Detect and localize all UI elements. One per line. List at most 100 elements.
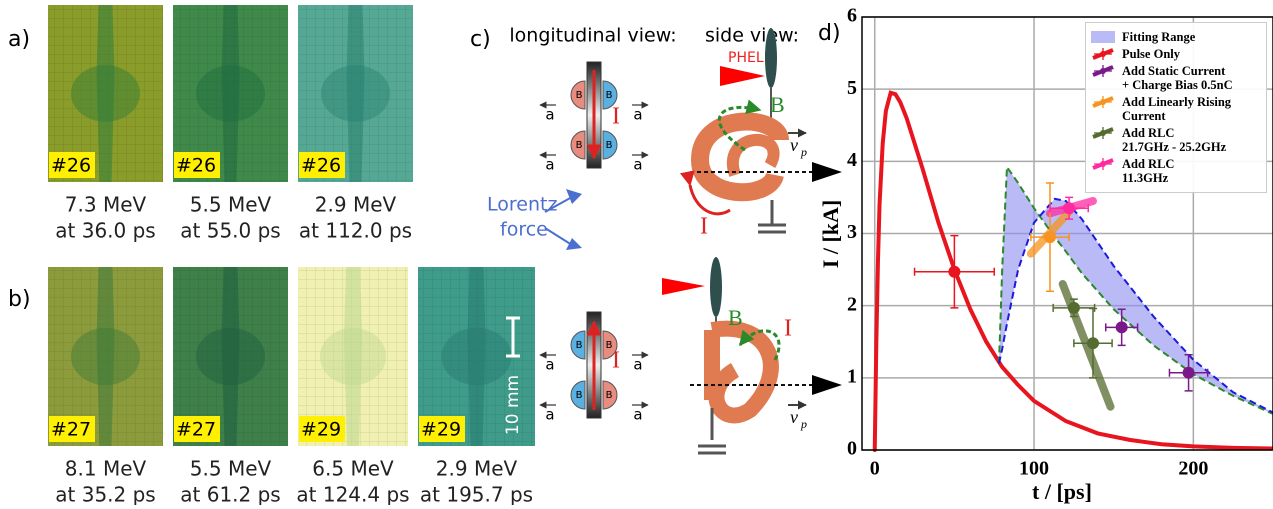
data-point bbox=[1086, 337, 1099, 350]
velocity-sub: p bbox=[800, 145, 807, 159]
accel-label: a bbox=[633, 156, 642, 174]
field-symbol: B bbox=[606, 390, 613, 401]
legend-swatch bbox=[1090, 47, 1116, 61]
field-symbol: B bbox=[606, 140, 613, 151]
half-circle bbox=[570, 130, 586, 160]
fit-range-boundary bbox=[998, 197, 1273, 414]
fit-range-area bbox=[999, 167, 1273, 414]
image-tag: #29 bbox=[301, 419, 341, 441]
diagram: c) longitudinal view: side view: Lorentz… bbox=[470, 25, 842, 455]
energy-label: 5.5 MeV bbox=[190, 457, 272, 481]
scale-label: 10 mm bbox=[503, 375, 523, 435]
view-title: side view: bbox=[705, 25, 799, 47]
image-tag: #29 bbox=[421, 419, 461, 441]
tag-box bbox=[299, 152, 345, 178]
field-label: B bbox=[728, 305, 743, 330]
legend-label: Add RLC 21.7GHz - 25.2GHz bbox=[1122, 126, 1227, 154]
accel-label: a bbox=[633, 406, 642, 424]
field-symbol: B bbox=[576, 90, 583, 101]
tag-box bbox=[49, 152, 95, 178]
y-tick-label: 3 bbox=[847, 221, 857, 243]
legend-entry: Add Static Current + Charge Bias 0.5nC bbox=[1090, 64, 1262, 92]
half-circle bbox=[570, 380, 586, 410]
legend-label: Fitting Range bbox=[1122, 30, 1196, 44]
legend-label: Add Linearly Rising Current bbox=[1122, 95, 1232, 123]
field-symbol: B bbox=[606, 90, 613, 101]
energy-label: 7.3 MeV bbox=[65, 193, 147, 217]
y-tick-label: 2 bbox=[847, 293, 857, 315]
half-circle bbox=[602, 380, 618, 410]
legend-swatch bbox=[1090, 30, 1116, 44]
energy-label: 2.9 MeV bbox=[436, 457, 518, 481]
data-point bbox=[948, 265, 961, 278]
image-tag: #26 bbox=[301, 155, 341, 177]
x-axis-label: t / [ps] bbox=[1032, 479, 1092, 504]
y-axis-label: I / [kA] bbox=[818, 200, 843, 268]
legend-entry: Add RLC 21.7GHz - 25.2GHz bbox=[1090, 126, 1262, 154]
plot-frame bbox=[861, 16, 1273, 451]
tag-box bbox=[299, 416, 345, 442]
current-label: I bbox=[700, 214, 708, 240]
data-point bbox=[1043, 231, 1056, 244]
current-label: I bbox=[612, 104, 620, 130]
panel-label: a) bbox=[8, 27, 30, 52]
accel-label: a bbox=[545, 406, 554, 424]
y-tick-label: 1 bbox=[847, 365, 857, 387]
y-tick-label: 5 bbox=[847, 77, 857, 99]
legend-entry: Pulse Only bbox=[1090, 47, 1262, 61]
energy-label: 6.5 MeV bbox=[312, 457, 394, 481]
force-label: Lorentz bbox=[487, 194, 557, 216]
view-title: longitudinal view: bbox=[509, 25, 676, 47]
legend-entry: Add Linearly Rising Current bbox=[1090, 95, 1262, 123]
time-label: at 195.7 ps bbox=[420, 483, 533, 506]
legend-swatch bbox=[1090, 64, 1116, 78]
data-point bbox=[1063, 202, 1076, 215]
half-circle bbox=[602, 80, 618, 110]
energy-label: 8.1 MeV bbox=[65, 457, 147, 481]
time-label: at 35.2 ps bbox=[55, 483, 155, 506]
image-tag: #26 bbox=[176, 155, 216, 177]
time-label: at 124.4 ps bbox=[296, 483, 409, 506]
panel-label: b) bbox=[8, 287, 31, 312]
legend-label: Pulse Only bbox=[1122, 47, 1180, 61]
current-label: I bbox=[612, 348, 620, 374]
tag-box bbox=[419, 416, 465, 442]
accel-label: a bbox=[545, 106, 554, 124]
y-tick-label: 6 bbox=[847, 5, 857, 27]
data-point bbox=[1067, 301, 1080, 314]
data-point bbox=[1115, 321, 1128, 334]
y-tick-label: 4 bbox=[847, 149, 857, 171]
image-tag: #26 bbox=[51, 155, 91, 177]
field-symbol: B bbox=[576, 390, 583, 401]
force-label: force bbox=[500, 219, 548, 241]
legend-entry: Fitting Range bbox=[1090, 30, 1262, 44]
data-point bbox=[1182, 366, 1195, 379]
legend-swatch bbox=[1090, 126, 1116, 140]
panel-label: d) bbox=[818, 21, 841, 46]
accel-label: a bbox=[545, 356, 554, 374]
legend-label: Add RLC 11.3GHz bbox=[1122, 157, 1175, 185]
panel-label: c) bbox=[470, 27, 491, 52]
half-circle bbox=[570, 330, 586, 360]
pulse-curve bbox=[872, 90, 1273, 452]
energy-label: 5.5 MeV bbox=[190, 193, 272, 217]
time-label: at 55.0 ps bbox=[180, 219, 280, 243]
velocity-label: v bbox=[790, 407, 798, 427]
tag-box bbox=[174, 416, 220, 442]
image-tag: #27 bbox=[51, 419, 91, 441]
image-tag: #27 bbox=[176, 419, 216, 441]
legend-swatch bbox=[1090, 95, 1116, 109]
field-symbol: B bbox=[576, 340, 583, 351]
field-label: B bbox=[770, 92, 785, 117]
half-circle bbox=[570, 80, 586, 110]
tag-box bbox=[49, 416, 95, 442]
half-circle bbox=[602, 330, 618, 360]
x-tick-label: 200 bbox=[1178, 458, 1208, 480]
x-tick-label: 100 bbox=[1019, 458, 1049, 480]
legend-swatch bbox=[1090, 157, 1116, 171]
legend-label: Add Static Current + Charge Bias 0.5nC bbox=[1122, 64, 1233, 92]
time-label: at 61.2 ps bbox=[180, 483, 280, 506]
